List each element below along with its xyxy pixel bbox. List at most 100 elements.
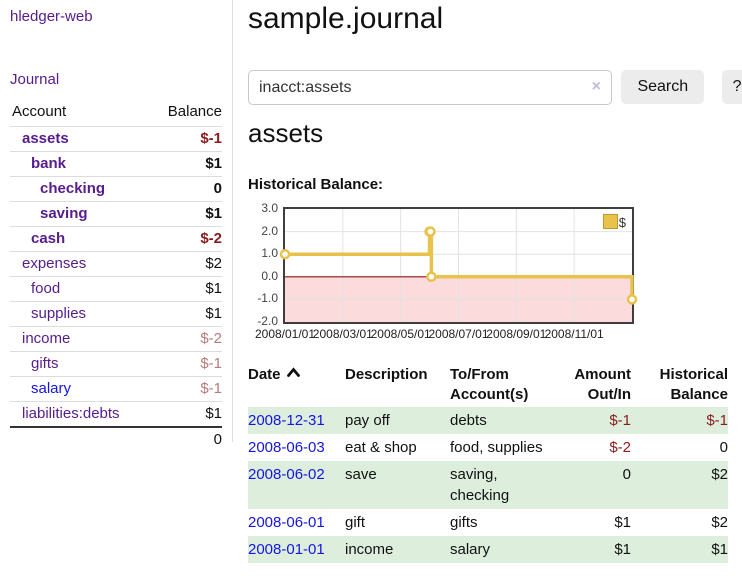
transaction-date-link[interactable]: 2008-06-02: [248, 466, 325, 483]
transactions-header-row: Date Description To/From Account(s) Amou…: [248, 363, 728, 407]
transaction-row: 2008-12-31 pay off debts $-1 $-1: [248, 407, 728, 434]
transaction-amount: $-2: [609, 439, 631, 456]
transaction-date-cell: 2008-12-31: [248, 407, 345, 434]
account-name-cell: food: [10, 276, 152, 302]
sidebar-account-gifts[interactable]: gifts: [31, 355, 59, 372]
transaction-accounts: gifts: [450, 514, 478, 531]
transaction-amount: 0: [622, 466, 631, 483]
sidebar-account-saving[interactable]: saving: [40, 205, 88, 222]
account-name-cell: gifts: [10, 351, 152, 377]
txn-header-date[interactable]: Date: [248, 363, 345, 407]
app-title-link[interactable]: hledger-web: [10, 8, 93, 25]
account-name-cell: salary: [10, 376, 152, 402]
transaction-date-link[interactable]: 2008-01-01: [248, 541, 325, 558]
account-name-cell: cash: [10, 226, 152, 252]
sidebar-account-liabilities-debts[interactable]: liabilities:debts: [22, 405, 120, 422]
sidebar: hledger-web Journal Account Balance asse…: [0, 0, 233, 452]
sidebar-account-bank[interactable]: bank: [31, 155, 67, 172]
help-button[interactable]: ?: [721, 70, 742, 104]
transaction-accounts: food, supplies: [450, 439, 543, 456]
transaction-description: gift: [345, 514, 366, 531]
transaction-description: income: [345, 541, 394, 558]
sidebar-account-checking[interactable]: checking: [40, 180, 106, 197]
chart-legend: $: [602, 214, 626, 232]
account-balance: $-1: [151, 376, 222, 402]
chart-y-axis-label: 2.0: [261, 223, 278, 238]
accounts-header-account: Account: [12, 103, 67, 120]
search-button[interactable]: Search: [621, 70, 705, 104]
account-row: checking 0: [10, 176, 222, 202]
sidebar-account-food[interactable]: food: [31, 280, 61, 297]
account-balance: $1: [151, 151, 222, 177]
sidebar-account-assets[interactable]: assets: [22, 130, 69, 147]
dollar-series-swatch-icon: [602, 214, 618, 229]
account-row: cash $-2: [10, 226, 222, 252]
sidebar-account-income[interactable]: income: [22, 330, 71, 347]
chart-y-axis-label: 0.0: [261, 268, 278, 283]
chart-x-axis-label: 2008/03/01: [312, 327, 373, 341]
txn-header-balance: Historical Balance: [659, 366, 728, 403]
chart-x-axis-label: 2008/11/01: [544, 327, 604, 341]
sidebar-item-journal[interactable]: Journal: [10, 71, 60, 88]
transactions-table: Date Description To/From Account(s) Amou…: [248, 363, 728, 563]
transaction-balance: $2: [711, 466, 728, 483]
transaction-amount: $-1: [609, 412, 631, 429]
chart-x-axis-label: 2008/01/01: [254, 327, 316, 341]
account-balance: $1: [151, 401, 222, 427]
account-row: expenses $2: [10, 251, 222, 277]
transaction-amount: $1: [614, 541, 631, 558]
transaction-row: 2008-06-01 gift gifts $1 $2: [248, 509, 728, 536]
transaction-date-cell: 2008-06-02: [248, 461, 345, 509]
chart-y-axis-label: -1.0: [257, 291, 278, 306]
sidebar-account-cash[interactable]: cash: [31, 230, 66, 247]
data-point-marker: [425, 226, 436, 237]
chart-y-axis-label: 1.0: [261, 246, 278, 261]
transaction-date-link[interactable]: 2008-06-01: [248, 514, 325, 531]
chart-x-axis-label: 2008/09/01: [486, 327, 547, 341]
accounts-header-balance: Balance: [167, 103, 222, 120]
txn-header-amount: Amount Out/In: [574, 366, 631, 403]
chart-y-axis-label: 3.0: [261, 201, 278, 215]
transaction-date-link[interactable]: 2008-12-31: [248, 412, 325, 429]
account-name-cell: bank: [10, 151, 152, 177]
transaction-description: eat & shop: [345, 439, 417, 456]
transaction-balance: $2: [711, 514, 728, 531]
transaction-row: 2008-01-01 income salary $1 $1: [248, 536, 728, 563]
txn-header-description: Description: [345, 366, 428, 383]
clear-search-icon[interactable]: ×: [591, 78, 601, 95]
search-input[interactable]: [248, 70, 612, 105]
search-form: × Search ?: [248, 70, 742, 105]
balance-chart: 3.0 2.0 1.0 0.0 -1.0 -2.0 $ 2008/01/01 2008/03…: [248, 201, 698, 348]
transaction-date-cell: 2008-06-03: [248, 434, 345, 461]
sidebar-account-supplies[interactable]: supplies: [31, 305, 87, 322]
account-row: saving $1: [10, 201, 222, 227]
dollar-series-label: $: [618, 215, 626, 230]
data-point-marker: [426, 271, 437, 283]
account-balance: $-2: [151, 326, 222, 352]
transaction-accounts: debts: [450, 412, 487, 429]
account-name-cell: assets: [10, 126, 152, 152]
transaction-balance: $1: [711, 541, 728, 558]
account-name-cell: income: [10, 326, 152, 352]
account-balance: $2: [151, 251, 222, 277]
account-balance: $1: [151, 201, 222, 227]
account-row: salary $-1: [10, 376, 222, 402]
chart-canvas: [279, 209, 638, 322]
main-content: sample.journal × Search ? assets Histori…: [248, 0, 742, 582]
transaction-date-link[interactable]: 2008-06-03: [248, 439, 325, 456]
sidebar-account-expenses[interactable]: expenses: [22, 255, 87, 272]
txn-header-tofrom: To/From Account(s): [450, 366, 529, 403]
transaction-accounts: salary: [450, 541, 491, 558]
account-balance: $1: [151, 276, 222, 302]
account-row: income $-2: [10, 326, 222, 352]
sidebar-account-salary[interactable]: salary: [31, 380, 72, 397]
transaction-balance: 0: [719, 439, 728, 456]
chart-plot-area: $: [279, 207, 638, 324]
chart-y-axis-label: -2.0: [257, 314, 278, 328]
accounts-header-row: Account Balance: [10, 100, 222, 127]
transaction-balance: $-1: [706, 412, 728, 429]
data-point-marker: [626, 294, 638, 305]
transaction-date-cell: 2008-01-01: [248, 536, 345, 563]
transaction-row: 2008-06-03 eat & shop food, supplies $-2 0: [248, 434, 728, 461]
chart-x-axis-label: 2008/07/01: [428, 327, 489, 341]
